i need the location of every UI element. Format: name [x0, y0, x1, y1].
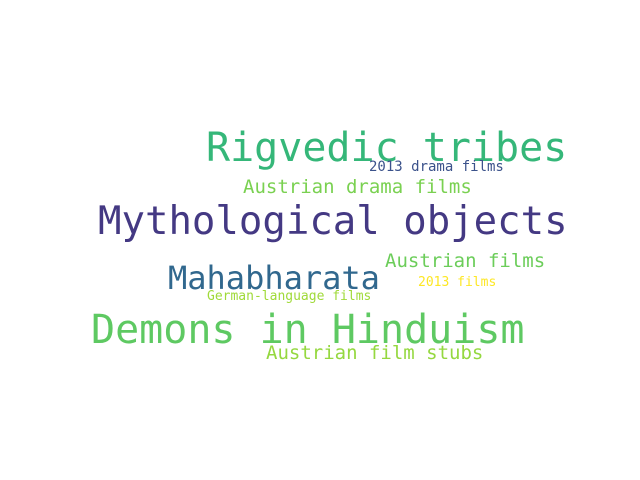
word-austrian-films: Austrian films — [385, 250, 546, 272]
word-german-language-films: German-language films — [207, 289, 372, 304]
word-mahabharata: Mahabharata — [168, 259, 380, 297]
word-2013-drama-films: 2013 drama films — [369, 159, 504, 175]
word-2013-films: 2013 films — [418, 275, 497, 290]
word-austrian-drama-films: Austrian drama films — [243, 176, 472, 198]
word-demons-in-hinduism: Demons in Hinduism — [91, 307, 525, 353]
word-austrian-film-stubs: Austrian film stubs — [266, 342, 484, 364]
word-mythological-objects: Mythological objects — [98, 199, 568, 244]
word-rigvedic-tribes: Rigvedic tribes — [206, 125, 568, 171]
